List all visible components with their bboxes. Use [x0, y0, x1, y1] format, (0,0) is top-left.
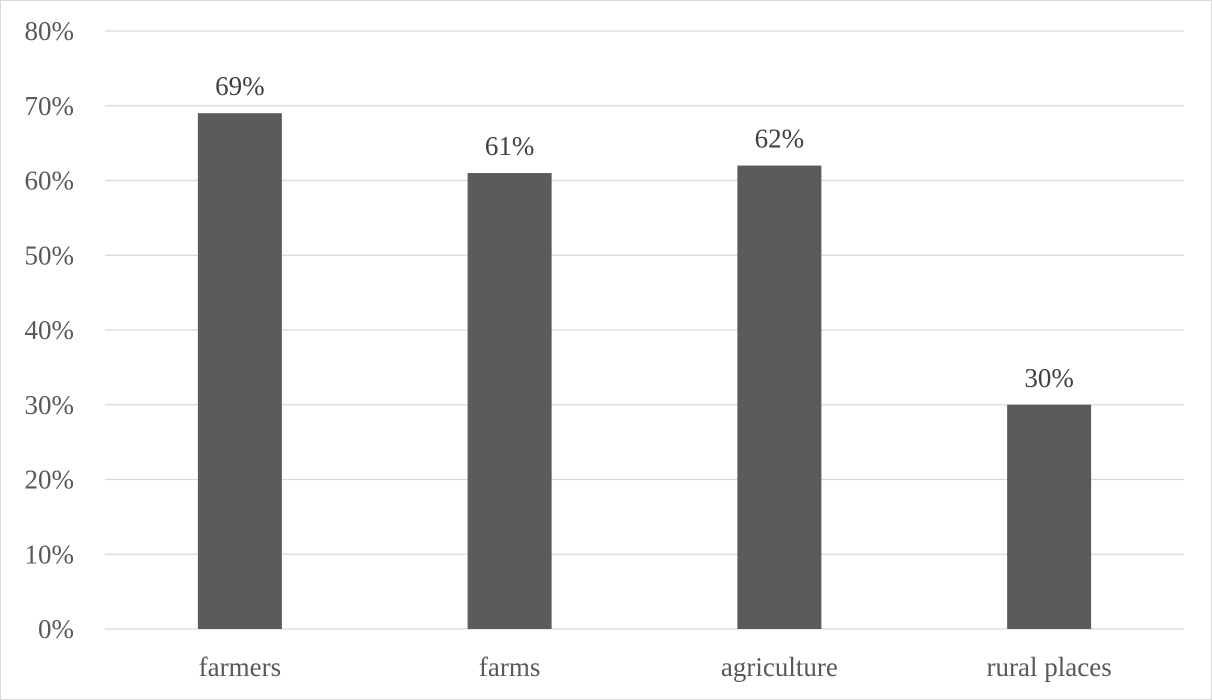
data-label: 62%: [755, 124, 805, 154]
y-tick-label: 30%: [25, 390, 75, 420]
x-axis-tick-labels: farmers farms agriculture rural places: [199, 652, 1112, 682]
y-tick-label: 20%: [25, 465, 75, 495]
data-label: 69%: [215, 71, 265, 101]
bar-agriculture: [737, 166, 821, 629]
y-tick-label: 70%: [25, 91, 75, 121]
y-tick-label: 10%: [25, 539, 75, 569]
y-tick-label: 50%: [25, 240, 75, 270]
y-tick-label: 80%: [25, 16, 75, 46]
bar-rural-places: [1007, 405, 1091, 629]
bar-farms: [468, 173, 552, 629]
data-label: 30%: [1024, 363, 1074, 393]
x-tick-label: farms: [479, 652, 540, 682]
y-tick-label: 40%: [25, 315, 75, 345]
data-label: 61%: [485, 131, 535, 161]
x-tick-label: rural places: [987, 652, 1112, 682]
y-tick-label: 0%: [38, 614, 74, 644]
bars: [198, 113, 1091, 629]
x-tick-label: farmers: [199, 652, 281, 682]
data-labels: 69% 61% 62% 30%: [215, 71, 1074, 393]
y-tick-label: 60%: [25, 166, 75, 196]
y-axis-tick-labels: 0% 10% 20% 30% 40% 50% 60% 70% 80%: [25, 16, 75, 644]
bar-farmers: [198, 113, 282, 629]
x-tick-label: agriculture: [721, 652, 838, 682]
